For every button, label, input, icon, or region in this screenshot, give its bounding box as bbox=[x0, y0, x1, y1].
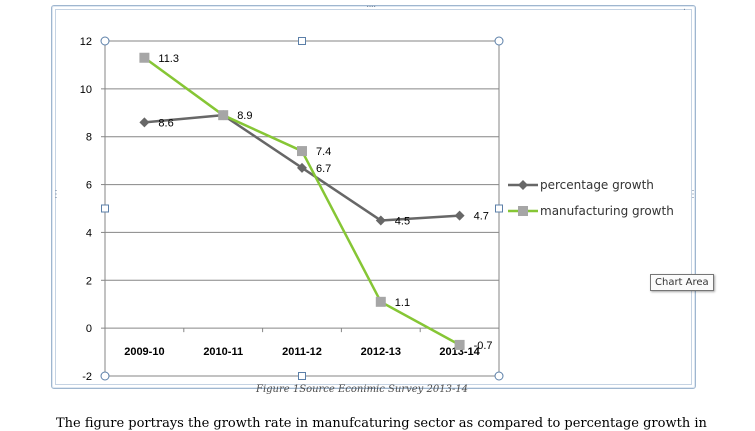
x-tick-label: 2009-10 bbox=[124, 346, 164, 358]
data-labels: 8.6 6.7 4.5 4.7 11.3 8.9 7.4 1.1 -0.7 bbox=[158, 53, 492, 352]
manufacturing-growth-data-label: 11.3 bbox=[158, 53, 179, 65]
y-axis: 12 10 8 6 4 2 0 -2 bbox=[80, 36, 105, 383]
edge-resize-handle bbox=[298, 37, 306, 45]
y-tick-label: 8 bbox=[86, 132, 92, 144]
percentage-growth-data-label: 6.7 bbox=[316, 163, 331, 175]
plot-area-handles[interactable] bbox=[100, 36, 504, 381]
corner-resize-handle bbox=[100, 36, 110, 46]
y-tick-label: 12 bbox=[80, 36, 92, 48]
edge-resize-handle bbox=[101, 204, 109, 213]
x-tick-label: 2012-13 bbox=[361, 346, 401, 358]
percentage-growth-data-label: 8.6 bbox=[158, 117, 173, 129]
resize-handle-top-right[interactable]: ∙ bbox=[683, 4, 686, 15]
y-tick-label: 6 bbox=[86, 180, 92, 192]
x-axis: 2009-10 2010-11 2011-12 2012-13 2013-14 bbox=[104, 328, 500, 358]
manufacturing-growth-data-label: 7.4 bbox=[316, 146, 331, 158]
corner-resize-handle bbox=[494, 36, 504, 46]
legend-marker-percentage-growth bbox=[518, 180, 528, 190]
percentage-growth-data-label: 4.7 bbox=[474, 211, 489, 223]
series-layer bbox=[139, 52, 465, 350]
y-tick-label: 0 bbox=[86, 323, 92, 335]
resize-handle-top[interactable]: ···· bbox=[366, 1, 376, 12]
y-tick-label: -2 bbox=[82, 371, 92, 383]
manufacturing-growth-data-label: 8.9 bbox=[237, 110, 252, 122]
percentage-growth-point bbox=[139, 117, 150, 128]
edge-resize-handle bbox=[495, 204, 503, 213]
manufacturing-growth-line bbox=[143, 56, 461, 346]
x-tick-label: 2013-14 bbox=[439, 346, 480, 358]
percentage-growth-point bbox=[297, 162, 307, 173]
gridlines bbox=[105, 40, 499, 377]
percentage-growth-point bbox=[375, 215, 386, 226]
x-tick-label: 2011-12 bbox=[282, 346, 322, 358]
y-tick-label: 2 bbox=[86, 275, 92, 287]
legend[interactable]: percentage growth manufacturing growth bbox=[508, 178, 674, 218]
edge-resize-handle bbox=[298, 372, 306, 380]
legend-label-manufacturing-growth: manufacturing growth bbox=[540, 204, 674, 218]
manufacturing-growth-point bbox=[218, 110, 229, 121]
manufacturing-growth-point bbox=[454, 339, 465, 350]
figure-caption: Figure 1Source Econimic Survey 2013-14 bbox=[256, 384, 469, 395]
body-paragraph: The figure portrays the growth rate in m… bbox=[56, 416, 707, 431]
legend-marker-manufacturing-growth bbox=[518, 206, 528, 216]
chart-area-inner-border bbox=[55, 9, 692, 385]
manufacturing-growth-data-label: -0.7 bbox=[474, 340, 493, 352]
y-tick-label: 10 bbox=[80, 84, 92, 96]
manufacturing-growth-point bbox=[297, 146, 307, 157]
resize-handle-bottom[interactable]: ···· bbox=[366, 383, 376, 394]
manufacturing-growth-point bbox=[139, 52, 150, 63]
x-tick-label: 2010-11 bbox=[203, 346, 243, 358]
y-tick-label: 4 bbox=[86, 227, 92, 239]
corner-resize-handle bbox=[100, 371, 110, 381]
manufacturing-growth-point bbox=[375, 296, 386, 307]
percentage-growth-point bbox=[454, 210, 465, 221]
chart-area-tooltip: Chart Area bbox=[650, 274, 714, 291]
plot-area-border[interactable] bbox=[104, 40, 500, 377]
percentage-growth-data-label: 4.5 bbox=[395, 215, 410, 227]
corner-resize-handle bbox=[494, 371, 504, 381]
manufacturing-growth-data-label: 1.1 bbox=[395, 297, 410, 309]
legend-label-percentage-growth: percentage growth bbox=[540, 178, 654, 192]
